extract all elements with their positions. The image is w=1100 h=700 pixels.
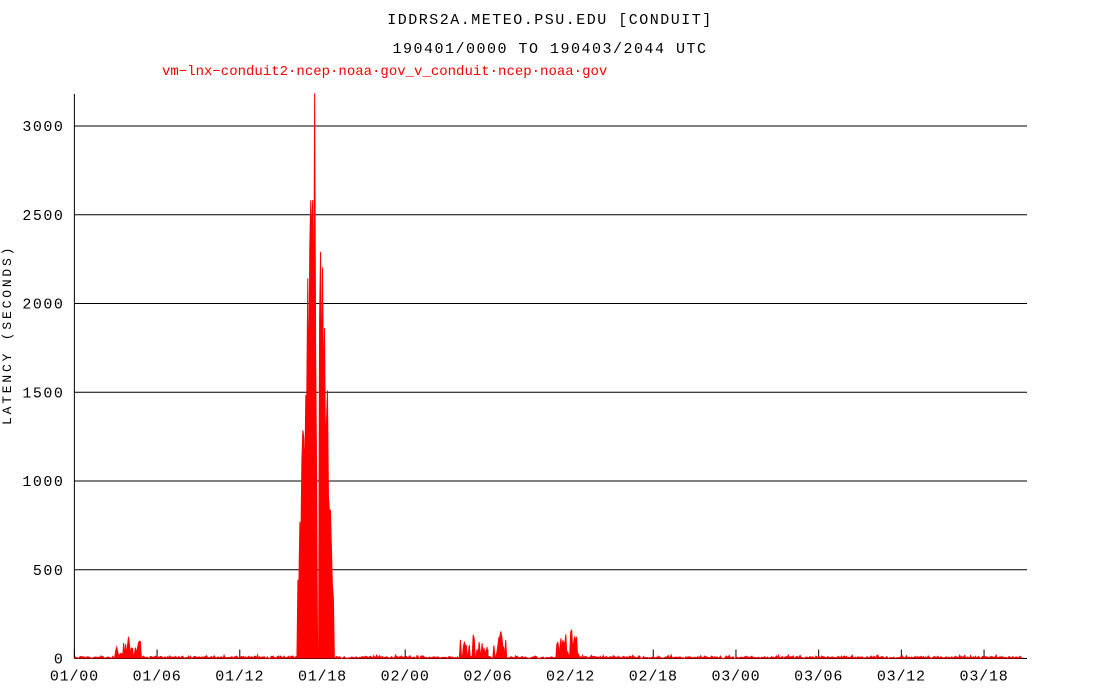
svg-text:1500: 1500 [22, 385, 64, 402]
svg-text:03/06: 03/06 [794, 669, 843, 686]
svg-text:02/12: 02/12 [546, 669, 595, 686]
svg-text:500: 500 [33, 563, 65, 580]
svg-text:01/18: 01/18 [298, 669, 347, 686]
svg-text:01/12: 01/12 [215, 669, 264, 686]
svg-text:1000: 1000 [22, 474, 64, 491]
svg-text:02/06: 02/06 [463, 669, 512, 686]
svg-text:02/00: 02/00 [381, 669, 430, 686]
svg-text:03/12: 03/12 [877, 669, 926, 686]
svg-text:2500: 2500 [22, 208, 64, 225]
svg-text:01/06: 01/06 [133, 669, 182, 686]
svg-text:01/00: 01/00 [50, 669, 99, 686]
svg-text:03/18: 03/18 [960, 669, 1009, 686]
svg-text:2000: 2000 [22, 297, 64, 314]
svg-text:0: 0 [54, 652, 65, 669]
svg-text:03/00: 03/00 [711, 669, 760, 686]
svg-text:02/18: 02/18 [629, 669, 678, 686]
svg-text:3000: 3000 [22, 119, 64, 136]
